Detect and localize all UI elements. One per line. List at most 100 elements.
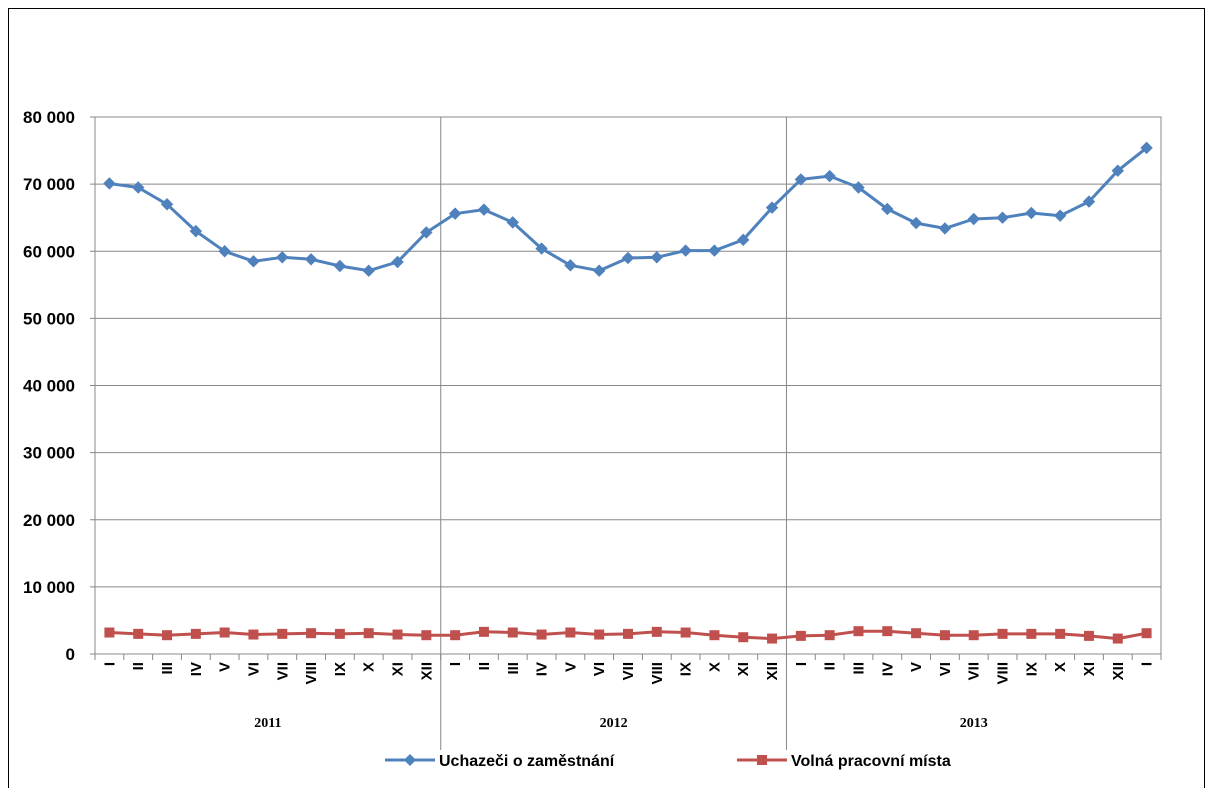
- x-tick-label: V: [908, 662, 925, 672]
- x-tick-label: VI: [591, 662, 608, 676]
- data-point: [362, 264, 375, 277]
- data-point: [679, 244, 692, 257]
- x-tick-label: II: [476, 662, 493, 670]
- x-tick-label: XI: [390, 662, 407, 676]
- x-tick-label: XI: [735, 662, 752, 676]
- data-point: [1082, 195, 1096, 208]
- data-point: [421, 630, 432, 641]
- data-point: [276, 251, 289, 264]
- x-tick-label: VIII: [649, 662, 666, 685]
- data-point: [478, 626, 489, 637]
- x-tick-label: VII: [274, 662, 291, 680]
- data-point: [621, 251, 635, 265]
- data-point: [247, 255, 260, 268]
- x-tick-label: XII: [1110, 662, 1127, 680]
- x-tick-label: XI: [1081, 662, 1098, 676]
- data-point: [738, 632, 749, 643]
- x-tick-label: X: [706, 662, 723, 672]
- y-tick-label: 30 000: [23, 444, 75, 463]
- data-point: [680, 627, 691, 638]
- year-label: 2013: [960, 716, 988, 731]
- x-tick-label: II: [822, 662, 839, 670]
- x-axis: I II III IV V VI VII VIII IX X XI XII I II III IV V VI VII…: [94, 653, 1162, 731]
- data-point: [968, 630, 979, 641]
- y-tick-label: 80 000: [23, 108, 75, 127]
- data-point: [162, 630, 173, 641]
- data-point: [1112, 633, 1123, 644]
- x-tick-label: X: [1052, 662, 1069, 672]
- data-point: [477, 203, 491, 216]
- data-point: [795, 630, 806, 641]
- data-point: [765, 201, 779, 214]
- data-point: [132, 181, 145, 194]
- y-tick-label: 40 000: [23, 377, 75, 396]
- x-tick-label: I: [793, 662, 810, 666]
- data-point: [650, 251, 664, 264]
- x-tick-label: VIII: [995, 662, 1012, 685]
- data-point: [334, 628, 345, 639]
- data-point: [160, 198, 174, 211]
- legend-entry: Volná pracovní místa: [737, 753, 951, 770]
- data-point: [938, 222, 952, 235]
- data-point: [997, 628, 1008, 639]
- data-point: [623, 628, 633, 639]
- x-tick-label: IV: [534, 662, 551, 676]
- data-point: [939, 630, 950, 641]
- data-point: [881, 202, 894, 216]
- data-point: [450, 630, 461, 641]
- x-tick-label: IX: [332, 662, 349, 676]
- x-tick-label: VIII: [303, 662, 320, 685]
- data-point: [1053, 209, 1067, 222]
- legend-marker: [757, 755, 767, 765]
- chart-frame: [8, 8, 1205, 788]
- legend-label: Uchazeči o zaměstnání: [439, 753, 615, 770]
- data-point: [1025, 206, 1038, 220]
- x-tick-label: IV: [188, 662, 205, 676]
- grid: [94, 116, 1162, 750]
- x-tick-label: V: [562, 662, 579, 672]
- data-point: [304, 253, 318, 266]
- x-tick-label: V: [217, 662, 234, 672]
- data-point: [594, 629, 605, 640]
- data-point: [1026, 628, 1037, 639]
- x-tick-label: I: [1139, 662, 1156, 666]
- data-point: [506, 216, 519, 229]
- data-point: [103, 177, 116, 190]
- data-point: [392, 629, 403, 640]
- x-tick-label: XII: [418, 662, 435, 680]
- legend-marker: [404, 754, 416, 766]
- x-tick-label: IX: [678, 662, 695, 676]
- data-point: [911, 628, 922, 639]
- x-tick-label: III: [850, 662, 867, 675]
- year-label: 2011: [254, 716, 281, 731]
- series-2: [104, 626, 1152, 644]
- data-point: [420, 226, 433, 239]
- data-point: [823, 169, 836, 183]
- data-point: [1055, 628, 1066, 639]
- y-tick-label: 0: [66, 645, 75, 664]
- data-point: [363, 628, 374, 639]
- data-point: [882, 626, 893, 637]
- data-point: [218, 245, 231, 258]
- data-point: [1141, 628, 1152, 639]
- x-tick-label: VII: [620, 662, 637, 680]
- data-point: [737, 233, 750, 247]
- data-point: [709, 630, 720, 641]
- data-point: [306, 628, 317, 639]
- x-tick-label: I: [447, 662, 464, 666]
- x-tick-label: VII: [966, 662, 983, 680]
- data-point: [651, 626, 662, 637]
- data-point: [219, 627, 230, 638]
- data-point: [564, 259, 577, 272]
- data-point: [133, 628, 144, 639]
- data-point: [391, 255, 404, 269]
- y-tick-label: 70 000: [23, 175, 75, 194]
- year-label: 2012: [600, 716, 628, 731]
- data-point: [853, 626, 864, 637]
- data-point: [824, 630, 835, 641]
- data-point: [967, 212, 980, 226]
- data-point: [852, 181, 865, 194]
- data-point: [104, 627, 115, 638]
- legend-label: Volná pracovní místa: [791, 753, 951, 770]
